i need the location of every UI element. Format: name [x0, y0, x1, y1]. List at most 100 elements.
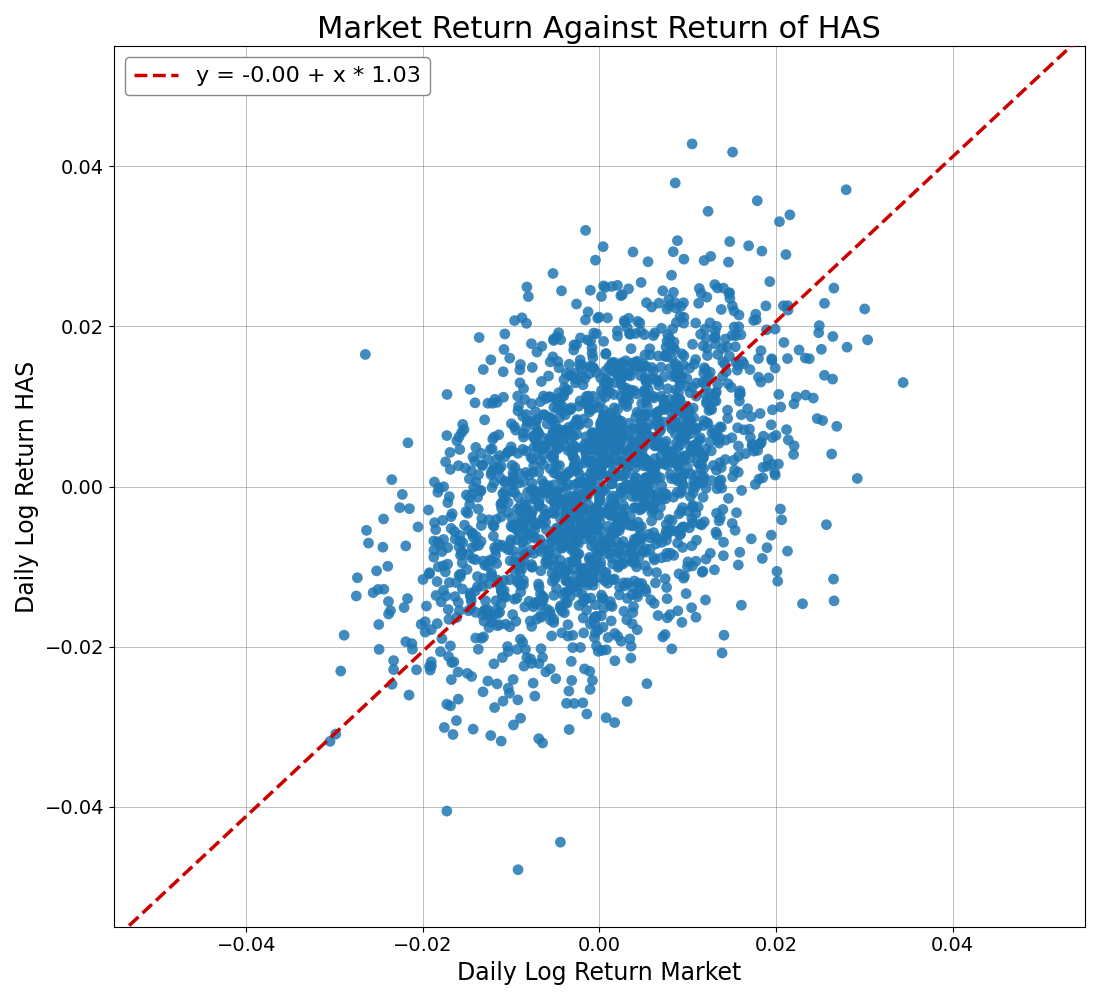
Point — [440, 648, 458, 664]
Point — [544, 505, 562, 521]
Point — [681, 450, 698, 466]
Point — [508, 641, 526, 657]
Point — [630, 530, 648, 546]
Point — [585, 456, 603, 472]
Point — [697, 330, 715, 346]
Point — [814, 413, 832, 429]
Point — [674, 357, 692, 373]
Point — [668, 358, 685, 374]
Point — [671, 522, 689, 538]
Point — [466, 395, 484, 411]
Point — [560, 683, 578, 699]
Point — [575, 531, 593, 547]
Point — [496, 540, 514, 556]
Point — [610, 435, 628, 451]
Point — [597, 539, 615, 555]
Point — [680, 404, 697, 420]
Point — [609, 358, 627, 374]
Point — [540, 409, 558, 425]
Point — [566, 499, 584, 515]
Point — [671, 485, 689, 501]
Point — [632, 530, 650, 546]
Point — [572, 561, 590, 577]
Point — [649, 531, 667, 547]
Point — [767, 321, 784, 337]
Point — [604, 464, 622, 480]
Point — [626, 421, 644, 437]
Point — [526, 439, 543, 455]
Point — [559, 562, 576, 578]
Point — [550, 325, 568, 341]
Point — [496, 473, 514, 489]
Point — [495, 572, 513, 588]
Point — [574, 524, 592, 540]
Point — [576, 222, 594, 238]
Point — [637, 437, 654, 453]
Point — [558, 365, 575, 381]
Point — [585, 514, 603, 530]
Point — [571, 352, 588, 368]
Point — [671, 392, 689, 408]
Point — [603, 454, 620, 470]
Point — [627, 409, 645, 425]
Point — [695, 450, 713, 466]
Point — [578, 574, 595, 590]
Point — [470, 641, 487, 657]
Point — [466, 583, 484, 599]
Point — [566, 535, 584, 551]
Point — [592, 483, 609, 499]
Point — [648, 406, 666, 422]
Point — [693, 447, 711, 463]
Point — [593, 412, 611, 428]
Point — [543, 426, 561, 442]
Point — [529, 437, 547, 453]
Point — [614, 454, 631, 470]
Point — [666, 450, 683, 466]
Point — [583, 453, 601, 469]
Point — [583, 454, 601, 470]
Point — [601, 468, 618, 484]
Point — [679, 554, 696, 570]
Point — [573, 357, 591, 373]
Point — [554, 431, 572, 447]
Point — [639, 428, 657, 444]
Point — [580, 392, 597, 408]
Point — [697, 441, 715, 457]
Point — [754, 550, 771, 566]
Point — [582, 333, 600, 349]
Point — [637, 385, 654, 401]
Point — [605, 386, 623, 402]
Point — [576, 394, 594, 410]
Point — [488, 676, 506, 692]
Point — [619, 367, 637, 383]
Point — [688, 505, 705, 521]
Point — [586, 561, 604, 577]
Point — [512, 584, 529, 600]
Point — [583, 461, 601, 477]
Point — [582, 476, 600, 492]
Point — [556, 566, 573, 582]
Point — [592, 462, 609, 478]
Point — [426, 474, 443, 490]
Point — [582, 402, 600, 418]
Point — [617, 353, 635, 369]
Point — [553, 472, 571, 488]
Point — [560, 529, 578, 545]
Point — [441, 444, 459, 460]
Point — [576, 312, 594, 328]
Point — [522, 449, 540, 465]
Point — [645, 328, 662, 344]
Point — [688, 375, 705, 391]
Point — [448, 609, 465, 625]
Point — [683, 379, 701, 395]
Point — [572, 361, 590, 377]
Point — [547, 536, 564, 552]
Point — [618, 460, 636, 476]
Point — [485, 429, 503, 445]
Point — [476, 557, 494, 573]
Point — [645, 370, 662, 386]
Point — [751, 436, 769, 452]
Point — [565, 695, 583, 711]
Point — [487, 556, 505, 572]
Point — [470, 537, 487, 553]
